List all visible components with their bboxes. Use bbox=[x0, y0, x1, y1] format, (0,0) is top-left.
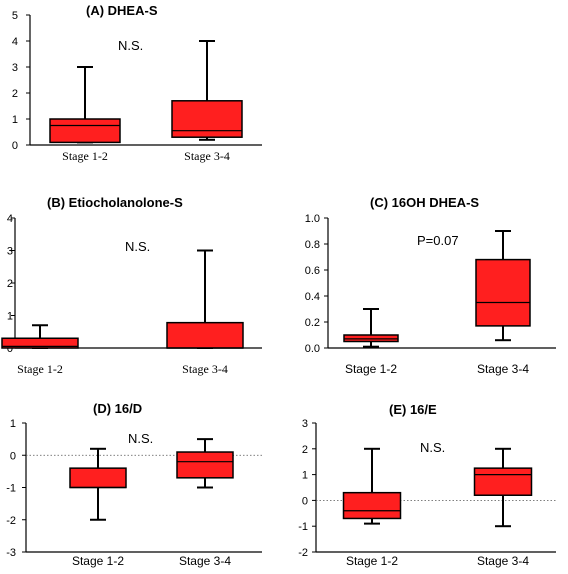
y-tick-label: 0.8 bbox=[305, 239, 320, 251]
y-tick-label: 0.2 bbox=[305, 317, 320, 329]
y-tick-label: 1.0 bbox=[305, 213, 320, 225]
y-tick-label: 0 bbox=[7, 343, 13, 355]
box-iqr bbox=[69, 467, 127, 489]
panel-title: (B) Etiocholanolone-S bbox=[47, 195, 183, 210]
y-tick-label: 0 bbox=[12, 140, 18, 152]
y-tick-label: 3 bbox=[302, 418, 308, 430]
box-iqr bbox=[342, 491, 402, 520]
box-iqr bbox=[475, 258, 531, 327]
y-tick-label: 2 bbox=[12, 88, 18, 100]
box-iqr bbox=[473, 467, 533, 496]
y-tick-label: -1 bbox=[6, 483, 16, 495]
panel-title: (D) 16/D bbox=[93, 401, 142, 416]
category-label: Stage 3-4 bbox=[179, 554, 231, 568]
y-tick-label: 4 bbox=[12, 36, 18, 48]
y-tick-label: 1 bbox=[10, 418, 16, 430]
box-iqr bbox=[1, 337, 79, 349]
y-tick-label: 2 bbox=[7, 278, 13, 290]
significance-annotation: P=0.07 bbox=[417, 233, 459, 248]
y-tick-label: 4 bbox=[7, 213, 13, 225]
y-tick-label: 5 bbox=[12, 10, 18, 22]
box-iqr bbox=[176, 451, 234, 479]
panel-title: (C) 16OH DHEA-S bbox=[370, 195, 479, 210]
panel-title: (A) DHEA-S bbox=[86, 3, 158, 18]
category-label: Stage 1-2 bbox=[72, 554, 124, 568]
y-tick-label: 3 bbox=[7, 246, 13, 258]
y-tick-label: 1 bbox=[302, 470, 308, 482]
y-tick-label: -1 bbox=[298, 521, 308, 533]
panel-title: (E) 16/E bbox=[389, 402, 437, 417]
y-tick-label: 1 bbox=[7, 311, 13, 323]
y-tick-label: 0.4 bbox=[305, 291, 320, 303]
significance-annotation: N.S. bbox=[125, 239, 150, 254]
category-label: Stage 3-4 bbox=[477, 362, 529, 376]
significance-annotation: N.S. bbox=[128, 431, 153, 446]
y-tick-label: 3 bbox=[12, 62, 18, 74]
significance-annotation: N.S. bbox=[420, 440, 445, 455]
box-iqr bbox=[166, 321, 244, 349]
y-tick-label: 2 bbox=[302, 444, 308, 456]
y-tick-label: 0 bbox=[302, 495, 308, 507]
category-label: Stage 3-4 bbox=[184, 149, 230, 163]
y-tick-label: 1 bbox=[12, 114, 18, 126]
category-label: Stage 3-4 bbox=[477, 554, 529, 568]
box-iqr bbox=[171, 100, 243, 138]
category-label: Stage 1-2 bbox=[346, 554, 398, 568]
y-tick-label: -2 bbox=[6, 515, 16, 527]
category-label: Stage 1-2 bbox=[345, 362, 397, 376]
significance-annotation: N.S. bbox=[118, 38, 143, 53]
category-label: Stage 1-2 bbox=[62, 149, 108, 163]
y-tick-label: 0 bbox=[10, 450, 16, 462]
category-label: Stage 3-4 bbox=[182, 362, 228, 376]
y-tick-label: 0.0 bbox=[305, 343, 320, 355]
y-tick-label: -2 bbox=[298, 547, 308, 559]
box-iqr bbox=[49, 118, 121, 144]
y-tick-label: 0.6 bbox=[305, 265, 320, 277]
y-tick-label: -3 bbox=[6, 547, 16, 559]
box-iqr bbox=[343, 334, 399, 343]
category-label: Stage 1-2 bbox=[17, 362, 63, 376]
